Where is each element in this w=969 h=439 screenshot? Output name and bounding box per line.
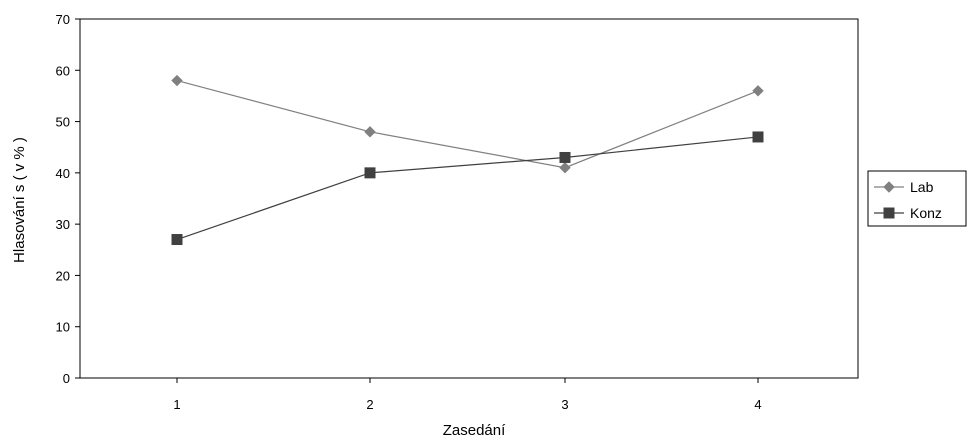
legend-label-konz: Konz	[910, 205, 942, 221]
y-tick-label: 70	[56, 12, 70, 27]
x-tick-label: 4	[754, 397, 761, 412]
data-point-konz	[752, 131, 764, 143]
y-tick-label: 20	[56, 268, 70, 283]
y-tick-label: 30	[56, 217, 70, 232]
x-axis-ticks: 1 2 3 4	[173, 378, 762, 412]
data-point-lab	[752, 85, 764, 97]
series-lab	[171, 74, 764, 174]
series-konz	[171, 131, 764, 246]
y-tick-label: 60	[56, 63, 70, 78]
data-point-konz	[364, 167, 376, 179]
series-group	[171, 74, 764, 246]
x-axis-title: Zasedání	[443, 422, 506, 439]
y-tick-label: 10	[56, 320, 70, 335]
y-axis-title: Hlasování s ( v % )	[11, 137, 28, 263]
x-tick-label: 3	[561, 397, 568, 412]
plot-area-border	[79, 18, 859, 379]
series-line-lab	[176, 79, 759, 169]
x-tick-label: 1	[173, 397, 180, 412]
series-line-konz	[176, 136, 759, 241]
legend-marker-lab	[883, 181, 895, 193]
data-point-konz	[171, 234, 183, 246]
legend: Lab Konz	[867, 170, 967, 227]
legend-label-lab: Lab	[910, 179, 934, 195]
data-point-lab	[364, 126, 376, 138]
legend-marker-konz	[883, 207, 895, 219]
y-tick-label: 50	[56, 115, 70, 130]
x-tick-label: 2	[366, 397, 373, 412]
data-point-lab	[559, 162, 571, 174]
chart-axes	[79, 18, 859, 379]
y-axis-ticks: 0 10 20 30 40 50 60 70	[56, 12, 80, 386]
y-tick-label: 0	[63, 371, 70, 386]
data-point-konz	[559, 151, 571, 163]
data-point-lab	[171, 74, 183, 87]
y-tick-label: 40	[56, 166, 70, 181]
